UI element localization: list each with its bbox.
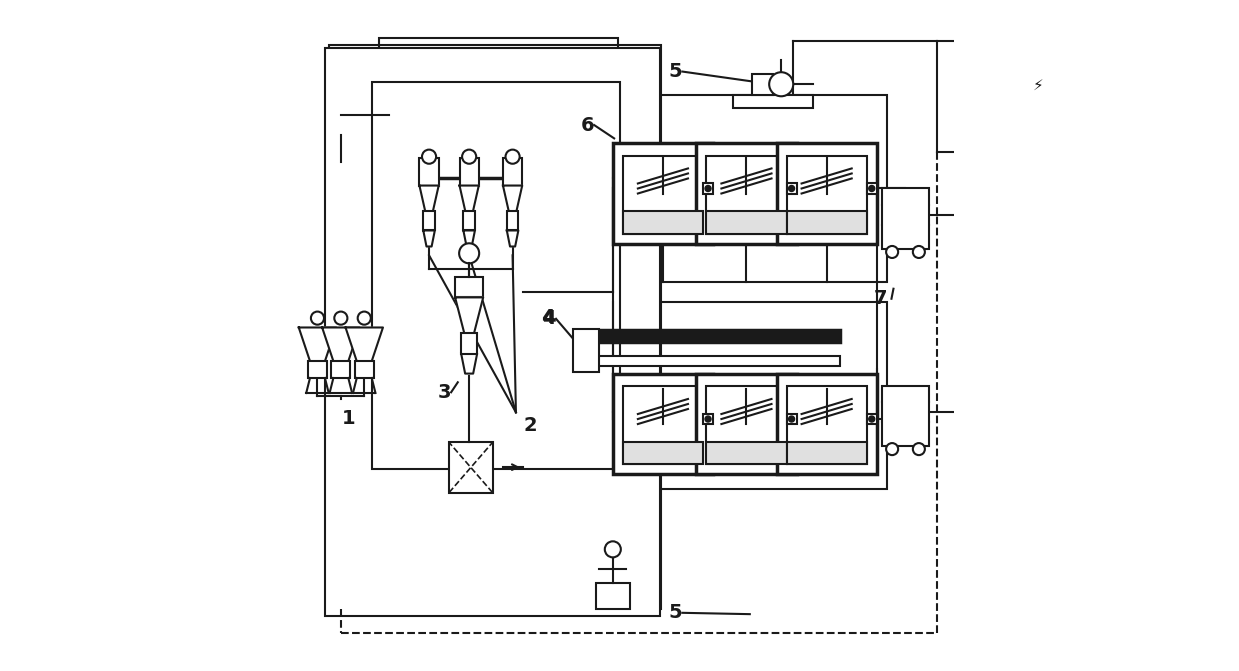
Bar (455, 277, 483, 297)
Bar (623, 211, 703, 234)
Circle shape (605, 541, 621, 558)
Bar (449, 442, 493, 493)
Bar (867, 414, 877, 424)
Bar (613, 144, 714, 244)
Text: 4: 4 (543, 309, 556, 328)
Bar (572, 329, 600, 372)
Circle shape (886, 246, 898, 258)
Bar (882, 189, 929, 249)
Bar (596, 582, 629, 609)
Bar (777, 374, 877, 474)
Text: 5: 5 (669, 62, 683, 81)
Bar (696, 144, 797, 244)
Polygon shape (420, 186, 439, 211)
Circle shape (869, 416, 875, 422)
Bar (777, 144, 877, 244)
Circle shape (886, 443, 898, 455)
Text: 1: 1 (342, 409, 356, 428)
Bar (787, 414, 797, 424)
Bar (463, 211, 475, 230)
Bar (706, 156, 787, 234)
Bar (507, 211, 518, 230)
Circle shape (311, 311, 325, 325)
Bar (733, 95, 813, 108)
Bar (787, 183, 797, 193)
Circle shape (422, 150, 436, 164)
Bar (1004, 62, 1067, 108)
Bar (354, 361, 374, 378)
Circle shape (460, 244, 479, 263)
Polygon shape (455, 297, 483, 333)
Bar (461, 333, 477, 354)
Bar (623, 442, 703, 464)
Polygon shape (346, 327, 383, 361)
Bar (882, 386, 929, 446)
Circle shape (913, 246, 924, 258)
Circle shape (462, 150, 476, 164)
Bar (1011, 75, 1031, 101)
Text: 4: 4 (541, 308, 555, 327)
Text: 5: 5 (669, 603, 683, 622)
Bar (379, 38, 618, 278)
Bar (787, 156, 867, 234)
Bar (752, 74, 773, 95)
Bar (623, 386, 703, 464)
Circle shape (705, 416, 711, 422)
Bar (997, 48, 1074, 152)
Bar (1011, 118, 1030, 138)
Bar (606, 302, 887, 489)
Bar (696, 374, 797, 474)
Text: 3: 3 (437, 382, 451, 402)
Bar (703, 414, 714, 424)
Bar (867, 183, 877, 193)
Text: ⚡: ⚡ (1033, 77, 1043, 93)
Polygon shape (322, 327, 359, 361)
Circle shape (358, 311, 370, 325)
Polygon shape (461, 354, 477, 374)
Bar (706, 211, 787, 234)
Circle shape (705, 185, 711, 191)
Bar (703, 183, 714, 193)
Polygon shape (460, 186, 478, 211)
Polygon shape (424, 230, 435, 246)
Bar (606, 95, 887, 282)
Bar (328, 45, 660, 609)
Text: 7: 7 (873, 289, 887, 308)
Circle shape (506, 150, 519, 164)
Bar (787, 386, 867, 464)
Bar (420, 158, 439, 186)
Bar (596, 330, 840, 342)
Polygon shape (503, 186, 522, 211)
Bar (613, 374, 714, 474)
Polygon shape (507, 230, 518, 246)
Circle shape (913, 443, 924, 455)
Bar (706, 442, 787, 464)
Bar (326, 48, 659, 616)
Polygon shape (299, 327, 336, 361)
Bar (424, 211, 435, 230)
Bar (372, 82, 620, 469)
Bar (787, 442, 867, 464)
Bar (623, 156, 703, 234)
Circle shape (769, 72, 793, 96)
Circle shape (788, 416, 794, 422)
Text: 6: 6 (581, 115, 595, 134)
Circle shape (869, 185, 875, 191)
Bar (503, 158, 522, 186)
Bar (332, 361, 351, 378)
Bar (596, 356, 840, 366)
Polygon shape (463, 230, 475, 246)
Circle shape (788, 185, 794, 191)
Text: 2: 2 (523, 416, 536, 435)
Bar (706, 386, 787, 464)
Bar (309, 361, 327, 378)
Bar (787, 211, 867, 234)
Circle shape (335, 311, 347, 325)
Bar (460, 158, 478, 186)
